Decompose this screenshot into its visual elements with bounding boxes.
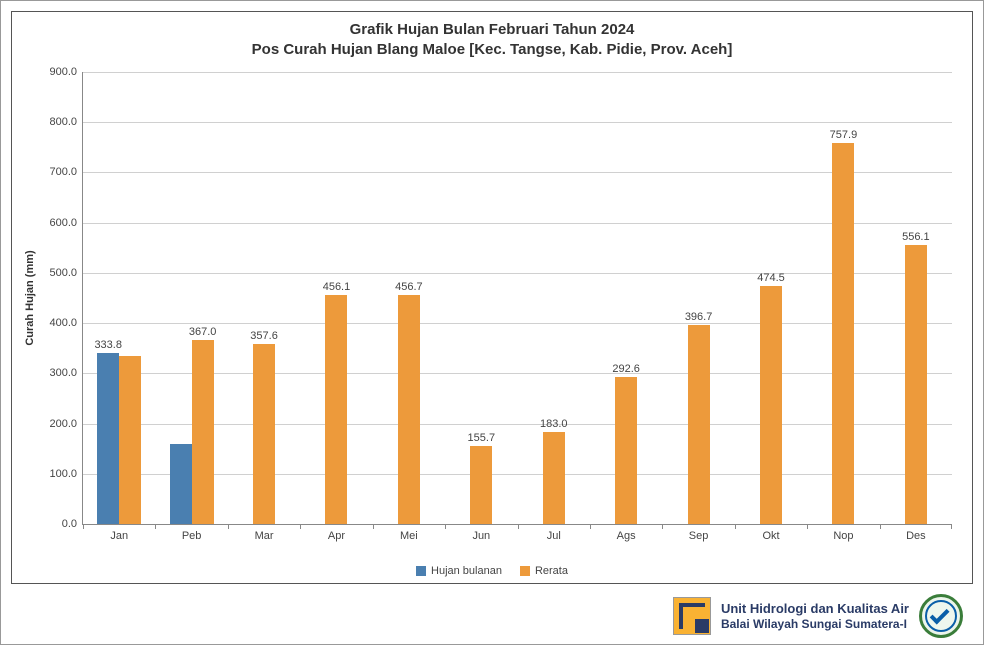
bar-value-label: 474.5 (757, 272, 785, 286)
x-tick-label: Apr (328, 524, 345, 542)
x-tick-label: Jun (472, 524, 490, 542)
bar: 367.0 (192, 340, 214, 524)
x-tick-mark (735, 524, 736, 529)
y-tick-label: 600.0 (49, 217, 83, 229)
bar: 333.8 (97, 353, 119, 524)
chart-titles: Grafik Hujan Bulan Februari Tahun 2024 P… (12, 12, 972, 59)
bar: 474.5 (760, 286, 782, 524)
bar-value-label: 357.6 (250, 330, 278, 344)
bar: 556.1 (905, 245, 927, 524)
month-slot: 155.7Jun (445, 72, 517, 524)
x-tick-mark (228, 524, 229, 529)
legend: Hujan bulanan Rerata (416, 565, 568, 577)
y-tick-label: 500.0 (49, 267, 83, 279)
x-tick-label: Mei (400, 524, 418, 542)
x-tick-label: Des (906, 524, 926, 542)
x-tick-mark (518, 524, 519, 529)
chart-title-line2: Pos Curah Hujan Blang Maloe [Kec. Tangse… (12, 40, 972, 60)
bar: 456.1 (325, 295, 347, 524)
x-tick-label: Peb (182, 524, 202, 542)
y-tick-label: 700.0 (49, 166, 83, 178)
x-tick-mark (300, 524, 301, 529)
bar-value-label: 367.0 (189, 326, 217, 340)
x-tick-mark (83, 524, 84, 529)
month-slot: 757.9Nop (807, 72, 879, 524)
y-tick-label: 200.0 (49, 418, 83, 430)
pu-logo-icon (673, 597, 711, 635)
y-axis-label: Curah Hujan (mm) (24, 250, 36, 345)
month-slot: 396.7Sep (662, 72, 734, 524)
bar: 456.7 (398, 295, 420, 524)
x-tick-mark (662, 524, 663, 529)
x-tick-label: Jan (110, 524, 128, 542)
month-slot: 357.6Mar (228, 72, 300, 524)
unit-text: Unit Hidrologi dan Kualitas Air Balai Wi… (721, 601, 909, 631)
x-tick-label: Okt (762, 524, 779, 542)
x-tick-mark (807, 524, 808, 529)
y-tick-label: 900.0 (49, 66, 83, 78)
chart-title-line1: Grafik Hujan Bulan Februari Tahun 2024 (12, 20, 972, 40)
bar: 155.7 (470, 446, 492, 524)
legend-item-hujan: Hujan bulanan (416, 565, 502, 577)
month-slot: 556.1Des (880, 72, 952, 524)
legend-label: Hujan bulanan (431, 565, 502, 577)
bar-value-label: 456.7 (395, 281, 423, 295)
bar (170, 444, 192, 524)
month-slot: 292.6Ags (590, 72, 662, 524)
bar: 757.9 (832, 143, 854, 524)
plot-area: 0.0100.0200.0300.0400.0500.0600.0700.080… (82, 72, 952, 525)
swatch-icon (416, 566, 426, 576)
legend-label: Rerata (535, 565, 568, 577)
bar-value-label: 757.9 (830, 129, 858, 143)
x-tick-mark (590, 524, 591, 529)
bar-value-label: 292.6 (612, 363, 640, 377)
month-slot: 333.8Jan (83, 72, 155, 524)
bar: 292.6 (615, 377, 637, 524)
y-tick-label: 400.0 (49, 317, 83, 329)
month-slot: 183.0Jul (518, 72, 590, 524)
bar-value-label: 155.7 (468, 432, 496, 446)
x-tick-mark (951, 524, 952, 529)
bar-value-label: 183.0 (540, 418, 568, 432)
x-tick-mark (155, 524, 156, 529)
month-slot: 474.5Okt (735, 72, 807, 524)
y-tick-label: 800.0 (49, 116, 83, 128)
bar-value-label: 333.8 (94, 339, 122, 353)
certified-badge-icon (919, 594, 963, 638)
bar-value-label: 396.7 (685, 311, 713, 325)
month-slot: 456.1Apr (300, 72, 372, 524)
checkmark-icon (930, 605, 950, 625)
legend-item-rerata: Rerata (520, 565, 568, 577)
bar: 183.0 (543, 432, 565, 524)
x-tick-label: Jul (547, 524, 561, 542)
month-slot: 456.7Mei (373, 72, 445, 524)
bar: 357.6 (253, 344, 275, 524)
bar: 396.7 (688, 325, 710, 524)
x-tick-label: Mar (255, 524, 274, 542)
bar-value-label: 556.1 (902, 231, 930, 245)
y-tick-label: 0.0 (62, 518, 83, 530)
footer: Unit Hidrologi dan Kualitas Air Balai Wi… (673, 594, 963, 638)
unit-line1: Unit Hidrologi dan Kualitas Air (721, 601, 909, 617)
bar (119, 356, 141, 524)
x-tick-label: Sep (689, 524, 709, 542)
x-tick-label: Ags (617, 524, 636, 542)
x-tick-mark (445, 524, 446, 529)
chart-container: Grafik Hujan Bulan Februari Tahun 2024 P… (11, 11, 973, 584)
x-tick-mark (880, 524, 881, 529)
unit-line2: Balai Wilayah Sungai Sumatera-I (721, 617, 909, 631)
swatch-icon (520, 566, 530, 576)
x-tick-mark (373, 524, 374, 529)
month-slot: 367.0Peb (155, 72, 227, 524)
bar-value-label: 456.1 (323, 281, 351, 295)
y-tick-label: 300.0 (49, 367, 83, 379)
x-tick-label: Nop (833, 524, 853, 542)
y-tick-label: 100.0 (49, 468, 83, 480)
